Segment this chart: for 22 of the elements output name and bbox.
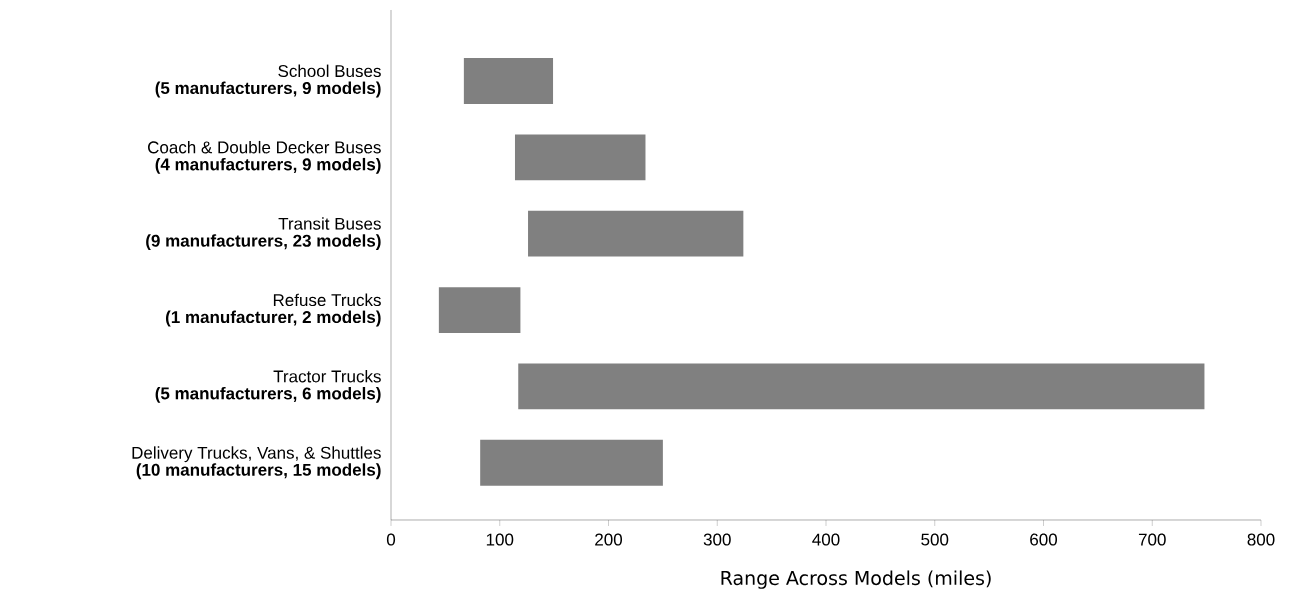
x-tick-label: 600	[1030, 533, 1058, 546]
bar	[518, 363, 1205, 410]
bar	[438, 287, 521, 333]
x-axis-title: Range Across Models (miles)	[721, 570, 991, 589]
bar	[463, 58, 554, 104]
x-tick-label: 400	[812, 533, 840, 546]
x-tick-label: 200	[595, 533, 623, 546]
y-tick-label: School Buses (5 manufacturers, 9 models)	[155, 64, 381, 98]
y-tick-label: Refuse Trucks (1 manufacturer, 2 models)	[165, 293, 381, 327]
x-tick-label: 0	[386, 533, 396, 546]
bar	[528, 210, 744, 257]
x-tick-label: 300	[703, 533, 731, 546]
y-tick-label: Transit Buses (9 manufacturers, 23 models)	[146, 217, 381, 251]
x-tick-label: 800	[1247, 533, 1275, 546]
x-tick-label: 700	[1138, 533, 1166, 546]
x-tick-label: 500	[921, 533, 949, 546]
y-tick-label: Delivery Trucks, Vans, & Shuttles (10 manufacturers, 15 models)	[132, 446, 381, 480]
x-tick-label: 100	[486, 533, 514, 546]
y-tick-label: Tractor Trucks (5 manufacturers, 6 models)	[155, 369, 381, 403]
y-tick-label: Coach & Double Decker Buses (4 manufacturers, 9 models)	[148, 140, 381, 174]
bar	[480, 439, 663, 486]
bar	[514, 134, 646, 181]
